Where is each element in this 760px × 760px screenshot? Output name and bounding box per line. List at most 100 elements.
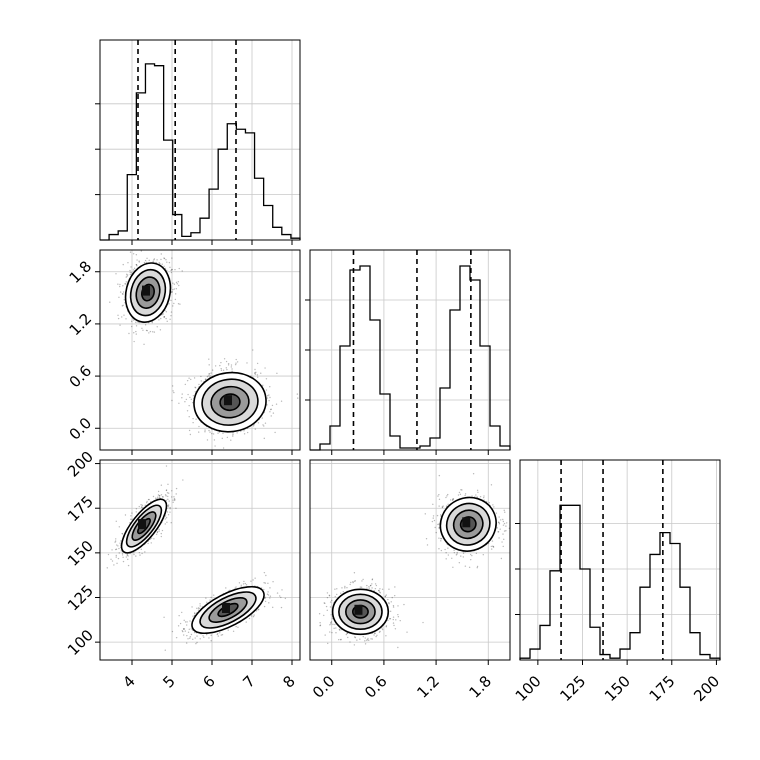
sample-point: [438, 505, 440, 507]
sample-point: [354, 580, 357, 582]
sample-point: [135, 325, 138, 327]
sample-point: [231, 368, 233, 370]
sample-point: [181, 611, 183, 614]
sample-point: [171, 399, 173, 402]
sample-point: [253, 614, 255, 616]
sample-point: [256, 362, 259, 365]
sample-point: [144, 259, 147, 262]
sample-point: [209, 431, 211, 433]
sample-point: [488, 502, 491, 504]
sample-point: [196, 607, 198, 610]
sample-point: [150, 542, 152, 544]
sample-point: [230, 366, 233, 368]
sample-point: [504, 511, 506, 513]
sample-point: [464, 565, 467, 567]
sample-point: [163, 616, 165, 618]
sample-point: [163, 315, 166, 318]
sample-point: [195, 642, 197, 645]
sample-point: [186, 621, 188, 623]
sample-point: [160, 484, 163, 486]
sample-point: [263, 588, 265, 591]
sample-point: [127, 558, 129, 561]
density-peak: [138, 519, 146, 530]
sample-point: [456, 551, 458, 554]
sample-point: [379, 592, 381, 594]
sample-point: [195, 418, 197, 420]
sample-point: [464, 493, 467, 495]
sample-point: [163, 316, 165, 318]
sample-point: [221, 633, 224, 636]
sample-point: [197, 609, 200, 611]
sample-point: [160, 535, 163, 538]
sample-point: [146, 257, 148, 260]
y-tick-label: 175: [64, 492, 97, 525]
sample-point: [115, 273, 117, 275]
cluster-0: [124, 262, 172, 323]
sample-point: [138, 261, 140, 263]
sample-point: [192, 638, 194, 641]
sample-point: [170, 269, 172, 272]
sample-point: [502, 545, 504, 548]
sample-point: [194, 387, 197, 389]
sample-point: [269, 411, 271, 413]
density-peak: [222, 603, 230, 613]
sample-point: [136, 265, 138, 267]
sample-point: [177, 625, 180, 627]
sample-point: [445, 558, 447, 560]
sample-point: [264, 582, 267, 584]
sample-point: [459, 493, 462, 496]
sample-point: [254, 577, 256, 579]
sample-point: [491, 540, 494, 542]
sample-point: [208, 358, 210, 360]
x-tick-label: 200: [690, 672, 723, 705]
sample-point: [122, 556, 124, 559]
sample-point: [142, 329, 144, 331]
sample-point: [397, 616, 400, 618]
sample-point: [441, 506, 444, 508]
sample-point: [210, 596, 212, 599]
sample-point: [462, 556, 465, 558]
sample-point: [154, 497, 157, 499]
sample-point: [194, 612, 196, 615]
sample-point: [119, 285, 121, 288]
sample-point: [133, 553, 135, 556]
sample-point: [184, 401, 186, 403]
sample-point: [234, 363, 237, 366]
sample-point: [394, 586, 396, 588]
sample-point: [171, 385, 174, 387]
sample-point: [492, 546, 495, 548]
sample-point: [125, 276, 127, 278]
sample-point: [183, 628, 185, 630]
sample-point: [119, 291, 122, 293]
sample-point: [179, 622, 182, 625]
sample-point: [171, 630, 174, 633]
sample-point: [122, 304, 124, 307]
sample-point: [330, 621, 333, 623]
sample-point: [490, 545, 493, 548]
sample-point: [268, 602, 270, 604]
sample-point: [175, 487, 178, 490]
sample-point: [483, 495, 485, 497]
sample-point: [265, 574, 267, 577]
sample-point: [482, 496, 485, 499]
sample-point: [255, 610, 258, 612]
sample-point: [254, 371, 256, 374]
sample-point: [434, 526, 436, 529]
sample-point: [140, 548, 142, 551]
sample-point: [344, 585, 346, 588]
sample-point: [472, 472, 475, 475]
sample-point: [171, 496, 173, 498]
sample-point: [360, 586, 363, 588]
contour-line: [208, 597, 248, 623]
sample-point: [498, 537, 500, 539]
sample-point: [280, 596, 282, 599]
sample-point: [167, 498, 169, 501]
sample-point: [167, 492, 170, 494]
sample-point: [126, 554, 129, 556]
sample-point: [243, 430, 245, 432]
sample-point: [161, 529, 164, 532]
sample-point: [461, 489, 463, 491]
sample-point: [232, 432, 234, 434]
sample-point: [496, 527, 498, 529]
sample-point: [222, 432, 224, 435]
